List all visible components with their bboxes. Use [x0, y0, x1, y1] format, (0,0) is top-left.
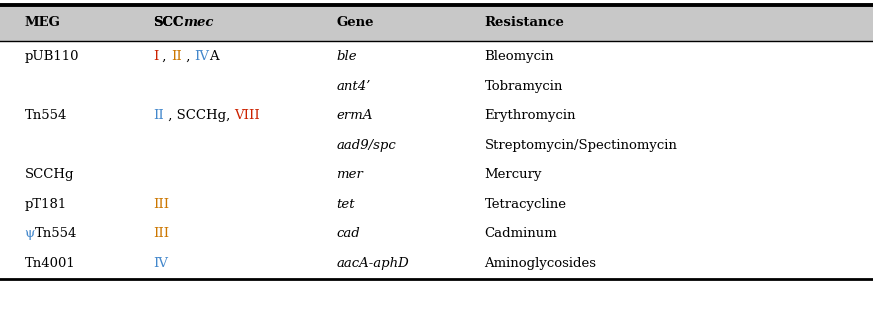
Text: Tn554: Tn554: [35, 227, 77, 240]
Text: ble: ble: [336, 50, 357, 63]
Text: IV: IV: [153, 257, 168, 270]
Text: tet: tet: [336, 198, 354, 211]
Text: mer: mer: [336, 168, 363, 181]
Text: Aminoglycosides: Aminoglycosides: [485, 257, 596, 270]
Text: Bleomycin: Bleomycin: [485, 50, 554, 63]
Text: Streptomycin/Spectinomycin: Streptomycin/Spectinomycin: [485, 139, 677, 152]
Text: Erythromycin: Erythromycin: [485, 109, 576, 122]
Text: SCC: SCC: [153, 16, 183, 29]
Text: ant4’: ant4’: [336, 80, 370, 93]
Text: III: III: [153, 227, 168, 240]
Text: MEG: MEG: [24, 16, 60, 29]
Text: Cadminum: Cadminum: [485, 227, 557, 240]
Text: pUB110: pUB110: [24, 50, 79, 63]
Text: ,: ,: [158, 50, 171, 63]
Text: Tobramycin: Tobramycin: [485, 80, 563, 93]
Text: ψ: ψ: [24, 227, 35, 240]
Text: I: I: [153, 50, 158, 63]
Text: Resistance: Resistance: [485, 16, 564, 29]
Text: , SCCHg,: , SCCHg,: [163, 109, 234, 122]
Text: SCCHg: SCCHg: [24, 168, 74, 181]
Text: Tn4001: Tn4001: [24, 257, 75, 270]
Text: SCC: SCC: [153, 16, 183, 29]
Text: ,: ,: [182, 50, 194, 63]
Text: A: A: [210, 50, 219, 63]
Text: II: II: [153, 109, 163, 122]
Text: IV: IV: [194, 50, 210, 63]
Text: VIII: VIII: [234, 109, 260, 122]
Text: III: III: [153, 198, 168, 211]
Text: II: II: [171, 50, 182, 63]
Text: pT181: pT181: [24, 198, 66, 211]
Text: Mercury: Mercury: [485, 168, 542, 181]
Bar: [0, 6, 873, 40]
Text: aacA-aphD: aacA-aphD: [336, 257, 409, 270]
Text: cad: cad: [336, 227, 360, 240]
Text: ermA: ermA: [336, 109, 373, 122]
Text: mec: mec: [183, 16, 214, 29]
Text: Tn554: Tn554: [24, 109, 67, 122]
Text: aad9/spc: aad9/spc: [336, 139, 395, 152]
Text: Tetracycline: Tetracycline: [485, 198, 567, 211]
Text: Gene: Gene: [336, 16, 374, 29]
